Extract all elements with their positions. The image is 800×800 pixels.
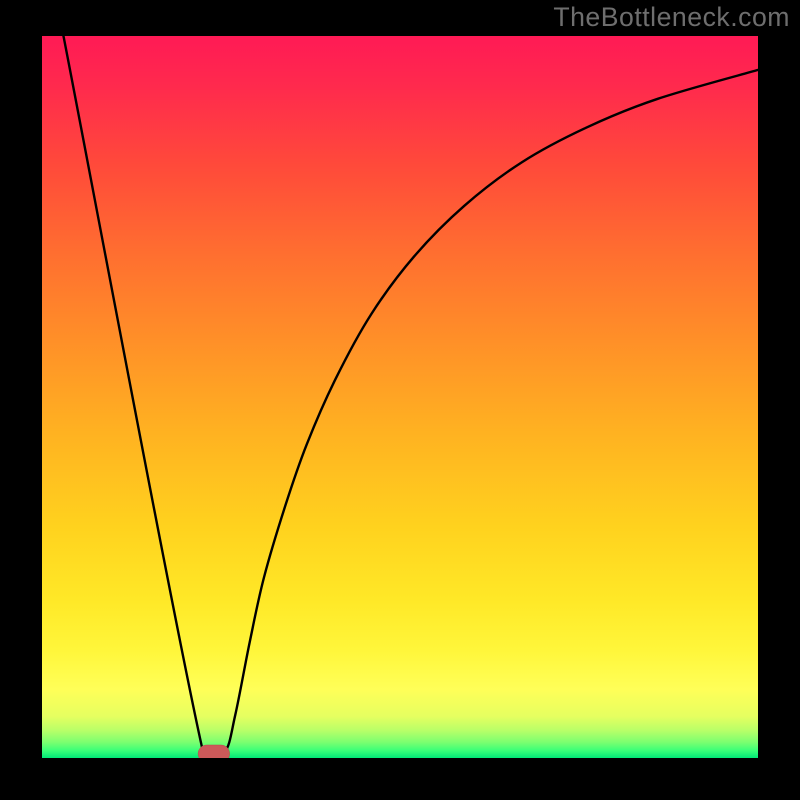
watermark-text: TheBottleneck.com <box>553 2 790 33</box>
optimal-point-marker <box>198 745 230 758</box>
gradient-background <box>42 36 758 758</box>
chart-svg <box>42 36 758 758</box>
chart-plot-area <box>42 36 758 758</box>
